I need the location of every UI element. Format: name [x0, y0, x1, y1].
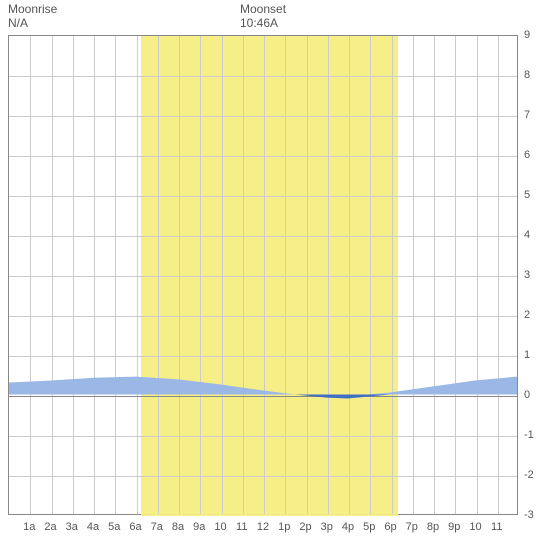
y-tick: 2: [524, 309, 530, 321]
x-tick: 11: [491, 521, 502, 533]
moonrise-value: N/A: [8, 16, 28, 30]
x-tick: 3a: [66, 521, 78, 533]
x-tick: 4p: [342, 521, 354, 533]
y-tick: 4: [524, 229, 530, 241]
x-tick: 4a: [87, 521, 99, 533]
plot-area: [8, 35, 518, 515]
y-tick: 3: [524, 269, 530, 281]
y-tick: -3: [524, 509, 534, 521]
x-tick: 6a: [129, 521, 141, 533]
x-tick: 12: [257, 521, 269, 533]
moonrise-label: Moonrise: [8, 2, 57, 16]
y-tick: 9: [524, 29, 530, 41]
x-tick: 1p: [278, 521, 290, 533]
x-tick: 9a: [193, 521, 205, 533]
x-tick: 7a: [151, 521, 163, 533]
x-tick: 10: [214, 521, 226, 533]
x-tick: 7p: [406, 521, 418, 533]
tide-daylight-chart: { "header": { "moonrise_label": "Moonris…: [0, 0, 550, 550]
x-tick: 8a: [172, 521, 184, 533]
y-tick: 6: [524, 149, 530, 161]
y-tick: 8: [524, 69, 530, 81]
tide-area: [9, 36, 517, 514]
x-tick: 3p: [321, 521, 333, 533]
x-tick: 1a: [23, 521, 35, 533]
y-tick: 5: [524, 189, 530, 201]
x-tick: 2a: [44, 521, 56, 533]
y-tick: 1: [524, 349, 530, 361]
x-tick: 10: [469, 521, 481, 533]
x-tick: 6p: [384, 521, 396, 533]
x-tick: 5p: [363, 521, 375, 533]
y-tick: -1: [524, 429, 534, 441]
x-tick: 5a: [108, 521, 120, 533]
y-tick: 0: [524, 389, 530, 401]
y-tick: -2: [524, 469, 534, 481]
moonset-label: Moonset: [240, 2, 286, 16]
x-tick: 11: [236, 521, 247, 533]
x-tick: 2p: [299, 521, 311, 533]
x-tick: 8p: [427, 521, 439, 533]
x-tick: 9p: [448, 521, 460, 533]
moonset-value: 10:46A: [240, 16, 278, 30]
y-tick: 7: [524, 109, 530, 121]
